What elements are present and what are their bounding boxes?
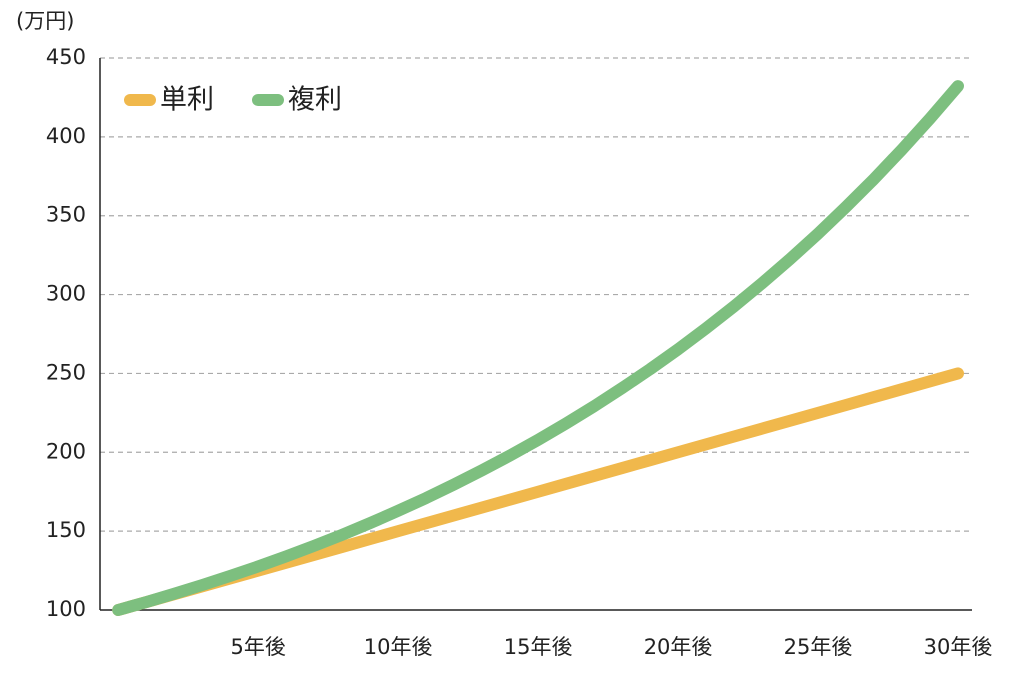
- y-tick-label: 350: [46, 203, 86, 227]
- x-tick-label: 5年後: [230, 635, 285, 659]
- x-tick-label: 15年後: [504, 635, 573, 659]
- y-tick-label: 200: [46, 439, 86, 463]
- x-tick-label: 25年後: [784, 635, 853, 659]
- y-tick-label: 250: [46, 360, 86, 384]
- x-tick-label: 20年後: [644, 635, 713, 659]
- x-tick-label: 10年後: [364, 635, 433, 659]
- line: [112, 80, 965, 616]
- legend-label: 単利: [160, 85, 214, 116]
- y-axis-label: (万円): [16, 9, 74, 33]
- y-tick-label: 400: [46, 124, 86, 148]
- x-tick-label: 30年後: [924, 635, 993, 659]
- y-tick-label: 300: [46, 282, 86, 306]
- y-tick-label: 450: [46, 45, 86, 69]
- legend-label: 複利: [288, 85, 342, 116]
- y-tick-label: 100: [46, 597, 86, 621]
- y-tick-label: 150: [46, 518, 86, 542]
